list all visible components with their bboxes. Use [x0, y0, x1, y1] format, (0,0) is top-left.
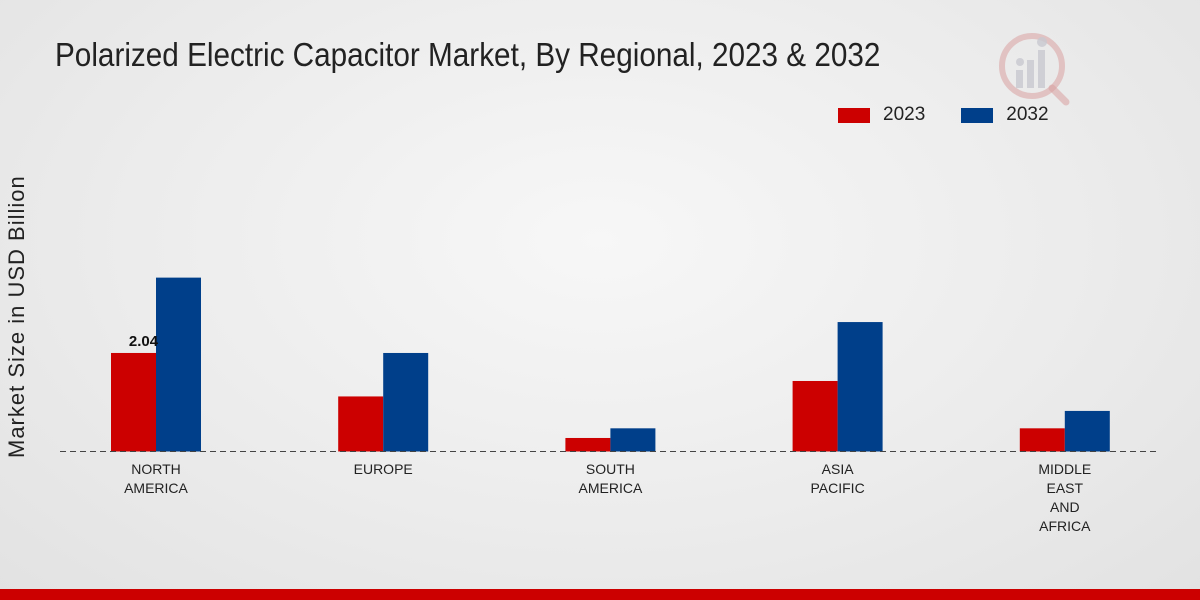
x-tick-label-asia-pacific-line-1: ASIA: [822, 461, 855, 477]
data-label-north-america-2023: 2.04: [129, 333, 159, 350]
bar-europe-2032[interactable]: [383, 352, 429, 452]
bars-group: [111, 277, 1110, 452]
brand-logo-icon: [999, 33, 1070, 106]
bar-asia-pacific-2023[interactable]: [792, 380, 838, 452]
bar-europe-2023[interactable]: [338, 396, 384, 452]
data-labels-group: 2.04: [129, 333, 159, 350]
bar-middle-east-and-africa-2023[interactable]: [1019, 428, 1065, 452]
footer-accent-bar: [0, 589, 1200, 600]
legend-item-2032[interactable]: 2032: [961, 104, 1049, 126]
x-tick-label-middle-east-and-africa-line-3: AND: [1050, 499, 1080, 515]
bar-asia-pacific-2032[interactable]: [837, 322, 883, 452]
x-tick-label-north-america-line-2: AMERICA: [124, 480, 188, 496]
legend-swatch-2032: [961, 107, 994, 123]
x-tick-label-south-america-line-2: AMERICA: [579, 480, 643, 496]
legend: 2023 2032: [838, 104, 1085, 126]
bar-north-america-2023[interactable]: [111, 352, 156, 452]
x-tick-label-north-america-line-1: NORTH: [131, 461, 181, 477]
chart-title: Polarized Electric Capacitor Market, By …: [55, 36, 881, 73]
bar-south-america-2032[interactable]: [610, 428, 656, 452]
legend-label-2023: 2023: [883, 104, 926, 125]
bar-north-america-2032[interactable]: [156, 277, 201, 452]
x-axis-tick-labels: NORTH AMERICA EUROPE SOUTH AMERICA ASIA PACIFI…: [124, 461, 1091, 534]
x-tick-label-middle-east-and-africa-line-1: MIDDLE: [1038, 461, 1091, 477]
bar-middle-east-and-africa-2032[interactable]: [1064, 410, 1110, 452]
x-tick-label-south-america-line-1: SOUTH: [586, 461, 635, 477]
legend-label-2032: 2032: [1006, 104, 1049, 125]
legend-item-2023[interactable]: 2023: [838, 104, 925, 126]
x-tick-label-europe-line-1: EUROPE: [354, 461, 413, 477]
bar-south-america-2023[interactable]: [565, 437, 611, 452]
legend-swatch-2023: [838, 107, 870, 123]
x-tick-label-middle-east-and-africa-line-4: AFRICA: [1039, 518, 1091, 534]
x-tick-label-middle-east-and-africa-line-2: EAST: [1047, 480, 1084, 496]
x-tick-label-asia-pacific-line-2: PACIFIC: [810, 480, 864, 496]
